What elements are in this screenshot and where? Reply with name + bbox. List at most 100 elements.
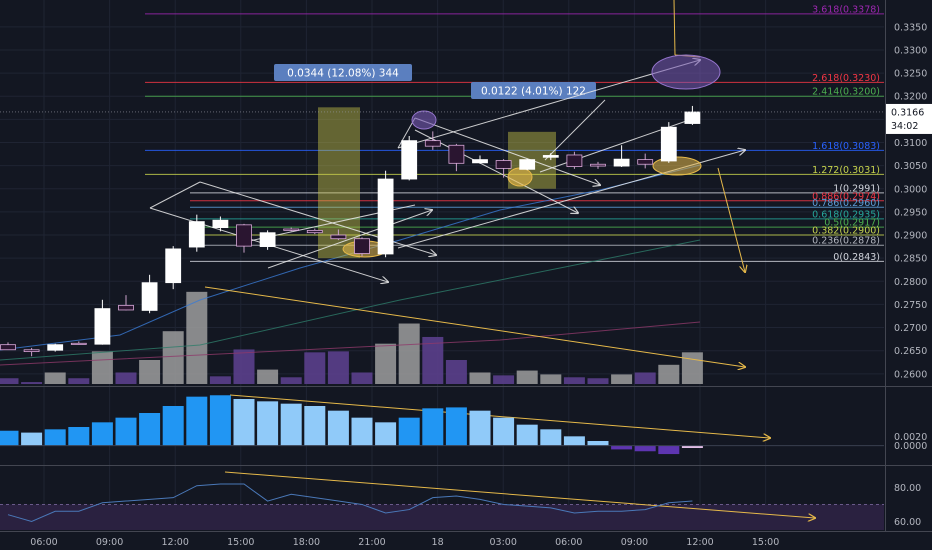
candle-body [70,342,87,345]
macd-bar [375,422,397,446]
price-tick-label: 0.2850 [894,254,927,265]
volume-bar [681,352,703,384]
price-tick-label: 0.3100 [894,138,927,149]
price-tick-label: 0.2950 [894,207,927,218]
price-tick-label: 0.2800 [894,277,927,288]
macd-bar [469,410,491,446]
price-tick-label: 0.3050 [894,161,927,172]
volume-bar [68,378,90,384]
trend-line [397,60,700,149]
price-tick-label: 0.2600 [894,369,927,380]
volume-bar [327,351,349,384]
macd-bar [209,395,231,446]
macd-bar [634,445,656,452]
volume-bar [587,378,609,384]
volume-bar [351,372,373,384]
volume-bar [516,370,538,384]
macd-bar [257,401,279,446]
fib-label: 1(0.2991) [833,183,880,194]
volume-bar [658,364,680,384]
macd-tick-label: 0.0000 [894,441,927,452]
candle-body [660,126,677,162]
volume-bar [398,323,420,384]
measure-label: 0.0122 (4.01%) 122 [481,86,586,98]
macd-bar [611,445,633,450]
candle-body [448,144,465,164]
rsi-band [0,503,884,530]
volume-bar [91,351,113,384]
macd-bar [563,436,585,446]
measure-label-bg [274,64,412,81]
fib-label: 1.618(0.3083) [812,141,880,152]
macd-bar [658,445,680,455]
volume-bar [0,378,19,384]
time-tick-label: 15:00 [752,537,779,548]
candle-body [118,304,134,311]
trend-drawings[interactable] [149,0,815,518]
fib-label: 0.618(0.2935) [812,209,880,220]
candle-body [542,155,559,158]
candle-body [283,228,300,231]
time-axis[interactable]: 06:00 09:00 12:00 15:00 18:00 21:00 18 03:00 06:… [30,537,779,548]
candle-body [424,140,441,147]
time-tick-label: 06:00 [555,537,582,548]
candle-body [472,159,488,164]
fib-label: 1.272(0.3031) [812,165,880,176]
candle-body [212,219,229,229]
volume-bar [493,375,515,384]
macd-bar [493,417,515,446]
candle-body [354,238,370,254]
trend-line [267,210,432,269]
trend-line [414,129,578,213]
time-tick-label: 21:00 [358,537,385,548]
price-tick-label: 0.3350 [894,22,927,33]
macd-bar [68,427,90,446]
candle-body [94,308,111,345]
candle-body [23,349,40,353]
candle-body [236,224,252,247]
highlight-ellipse [507,167,533,187]
macd-bar [398,417,420,446]
macd-bar [162,406,184,446]
macd-bar [44,429,66,446]
price-tick-label: 0.2700 [894,323,927,334]
highlight-ellipse [411,110,437,130]
rsi-tick-label: 60.00 [894,517,921,528]
candle-body [165,248,182,284]
candle-body [259,232,276,247]
price-tick-label: 0.3250 [894,69,927,80]
trend-line [544,99,606,161]
fib-label: 0.5(0.2917) [824,218,880,229]
candle-body [566,154,583,167]
trend-line-yellow [204,286,745,367]
highlight-ellipse [651,54,721,90]
fib-label: 2.414(0.3200) [812,87,880,98]
candle-body [188,221,205,248]
candle-body [401,140,418,180]
candle-body [0,344,16,351]
volume-bar [21,382,43,384]
current-price-badge [886,103,932,134]
candle-body [377,178,394,255]
price-tick-label: 0.2650 [894,346,927,357]
measure-boxes[interactable]: 0.0344 (12.08%) 344 0.0122 (4.01%) 122 [274,64,596,259]
candle-body [495,160,512,169]
volume-bar [422,336,444,384]
rsi-path [7,483,693,523]
volume-bar [469,372,491,384]
time-tick-label: 12:00 [162,537,189,548]
price-axis[interactable]: 0.33500.33000.32500.32000.31500.31000.30… [0,22,932,528]
volume-bar [304,352,326,384]
volume-bar [209,376,231,384]
bar-countdown: 34:02 [891,121,918,132]
volume-bar [280,377,302,384]
fib-label: 2.618(0.3230) [812,73,880,84]
candle-body [47,344,64,351]
volume-bar [540,374,562,384]
volume-bar [186,291,208,384]
trend-line-yellow [717,167,745,272]
trend-line [199,181,436,255]
candle-body [519,159,536,170]
volume-bar [257,369,279,384]
